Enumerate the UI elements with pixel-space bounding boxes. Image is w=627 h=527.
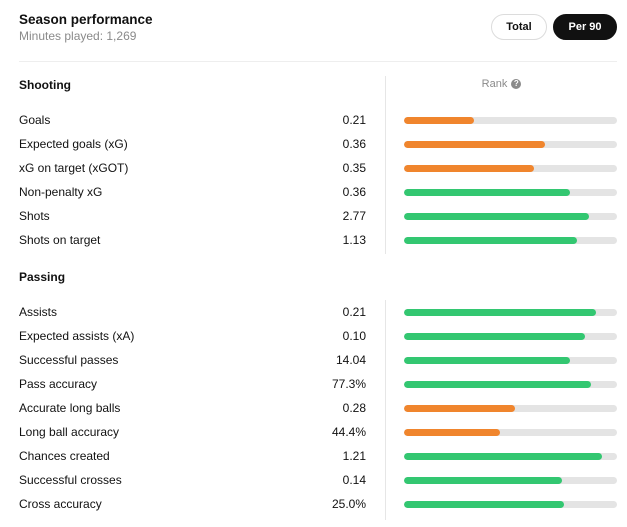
stat-row: Successful crosses 0.14	[19, 469, 617, 493]
rank-bar-track	[404, 501, 617, 508]
rank-bar-track	[404, 429, 617, 436]
rank-label: Rank	[481, 78, 508, 90]
stat-label: Goals	[19, 113, 51, 127]
stat-label: Expected goals (xG)	[19, 137, 128, 151]
stat-row: Chances created 1.21	[19, 445, 617, 469]
stat-value: 0.36	[342, 185, 366, 199]
stat-value: 0.35	[342, 161, 366, 175]
rank-bar-fill	[404, 357, 571, 364]
stat-value: 44.4%	[331, 425, 366, 439]
stat-value: 0.14	[342, 473, 366, 487]
stat-label: Pass accuracy	[19, 377, 98, 391]
rank-bar-track	[404, 453, 617, 460]
section-title-passing: Passing	[19, 270, 66, 284]
stat-row: Long ball accuracy 44.4%	[19, 421, 617, 445]
rank-bar-track	[404, 189, 617, 196]
stat-value: 25.0%	[331, 497, 366, 511]
header-divider	[19, 61, 617, 62]
per90-toggle-button[interactable]: Per 90	[553, 14, 617, 40]
rank-bar-track	[404, 333, 617, 340]
stat-row: Cross accuracy 25.0%	[19, 493, 617, 517]
rank-header: Rank ?	[386, 78, 617, 90]
minutes-played: Minutes played: 1,269	[19, 29, 137, 43]
stat-value: 0.21	[342, 305, 366, 319]
rank-bar-fill	[404, 501, 564, 508]
rank-bar-fill	[404, 381, 592, 388]
stat-value: 1.21	[342, 449, 366, 463]
stat-label: Long ball accuracy	[19, 425, 120, 439]
rank-bar-fill	[404, 165, 534, 172]
page-title: Season performance	[19, 12, 153, 27]
stat-row: Assists 0.21	[19, 301, 617, 325]
stat-row: Shots 2.77	[19, 205, 617, 229]
stat-row: Expected assists (xA) 0.10	[19, 325, 617, 349]
stat-value: 2.77	[342, 209, 366, 223]
rank-bar-track	[404, 381, 617, 388]
stat-row: Expected goals (xG) 0.36	[19, 133, 617, 157]
rank-bar-track	[404, 309, 617, 316]
rank-bar-fill	[404, 117, 475, 124]
stat-label: Shots	[19, 209, 50, 223]
rank-bar-fill	[404, 141, 545, 148]
rank-bar-track	[404, 405, 617, 412]
rank-bar-track	[404, 357, 617, 364]
stat-row: Goals 0.21	[19, 109, 617, 133]
rank-bar-track	[404, 237, 617, 244]
stat-row: Non-penalty xG 0.36	[19, 181, 617, 205]
stat-value: 0.36	[342, 137, 366, 151]
rank-bar-track	[404, 117, 617, 124]
rank-bar-track	[404, 213, 617, 220]
stat-value: 0.10	[342, 329, 366, 343]
stat-label: Non-penalty xG	[19, 185, 103, 199]
season-performance-header: Season performance Minutes played: 1,269…	[19, 10, 617, 50]
stat-value: 1.13	[342, 233, 366, 247]
stat-value: 0.28	[342, 401, 366, 415]
rank-bar-fill	[404, 477, 562, 484]
stat-value: 0.21	[342, 113, 366, 127]
rank-bar-fill	[404, 333, 586, 340]
stat-row: Successful passes 14.04	[19, 349, 617, 373]
stat-row: Pass accuracy 77.3%	[19, 373, 617, 397]
stat-label: Successful crosses	[19, 473, 122, 487]
rank-bar-fill	[404, 309, 596, 316]
rank-bar-fill	[404, 429, 500, 436]
rank-bar-fill	[404, 189, 571, 196]
stat-value: 14.04	[335, 353, 366, 367]
stat-label: Accurate long balls	[19, 401, 121, 415]
column-divider	[385, 300, 386, 520]
help-icon[interactable]: ?	[511, 79, 522, 89]
stat-label: Cross accuracy	[19, 497, 102, 511]
total-toggle-button[interactable]: Total	[491, 14, 547, 40]
column-divider	[385, 76, 386, 254]
stat-value: 77.3%	[331, 377, 366, 391]
stat-row: xG on target (xGOT) 0.35	[19, 157, 617, 181]
rank-bar-fill	[404, 237, 577, 244]
rank-bar-track	[404, 141, 617, 148]
rank-bar-track	[404, 165, 617, 172]
stat-row: Accurate long balls 0.28	[19, 397, 617, 421]
stat-row: Shots on target 1.13	[19, 229, 617, 253]
rank-bar-track	[404, 477, 617, 484]
stat-label: Shots on target	[19, 233, 101, 247]
stat-label: Chances created	[19, 449, 110, 463]
rank-bar-fill	[404, 453, 603, 460]
stat-label: Successful passes	[19, 353, 119, 367]
stat-label: Expected assists (xA)	[19, 329, 135, 343]
section-title-shooting: Shooting	[19, 78, 71, 92]
stat-label: Assists	[19, 305, 58, 319]
stat-label: xG on target (xGOT)	[19, 161, 129, 175]
rank-bar-fill	[404, 213, 590, 220]
rank-bar-fill	[404, 405, 515, 412]
